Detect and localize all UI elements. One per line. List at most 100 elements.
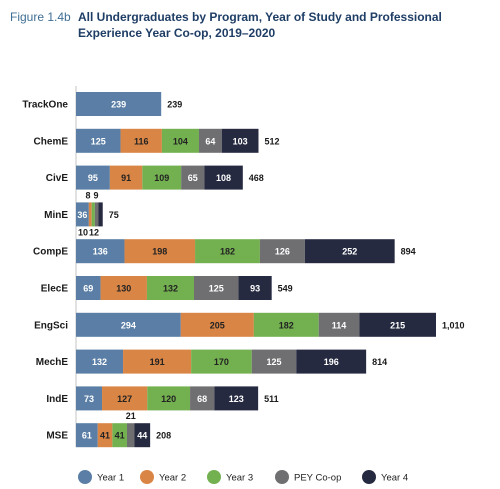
figure-title: All Undergraduates by Program, Year of S… — [78, 10, 442, 40]
value-label-inde-year-2: 127 — [117, 394, 132, 404]
value-label-compe-pey-co-op: 126 — [275, 247, 290, 257]
legend: Year 1 Year 2 Year 3 PEY Co-op Year 4 — [78, 470, 408, 484]
value-label-engsci-year-3: 182 — [279, 320, 294, 330]
value-label-meche-year-2: 191 — [150, 357, 165, 367]
total-label-engsci: 1,010 — [442, 320, 465, 330]
bar-compe-year-4 — [304, 239, 395, 264]
value-label-elece-year-3: 132 — [163, 284, 178, 294]
bar-inde-year-3 — [147, 386, 191, 411]
value-label-elece-year-1: 69 — [83, 284, 93, 294]
value-label-mse-year-1: 61 — [82, 431, 92, 441]
legend-label-year-3: Year 3 — [226, 473, 253, 484]
value-label-cheme-pey-co-op: 64 — [205, 136, 215, 146]
value-label-cive-year-4: 108 — [216, 173, 231, 183]
value-label-inde-pey-co-op: 68 — [197, 394, 207, 404]
bar-cive-year-1 — [76, 165, 110, 190]
bar-inde-year-4 — [214, 386, 259, 411]
bar-elece-pey-co-op — [193, 276, 239, 300]
bar-mse-year-2 — [97, 423, 113, 448]
bar-engsci-year-3 — [253, 312, 319, 337]
bar-engsci-year-2 — [180, 312, 254, 337]
value-label-cive-pey-co-op: 65 — [188, 173, 198, 183]
bar-compe-year-1 — [76, 239, 125, 264]
value-label-mse-year-2: 41 — [100, 431, 110, 441]
total-label-mse: 208 — [156, 431, 171, 441]
value-label-meche-year-3: 170 — [214, 357, 229, 367]
bar-meche-year-1 — [76, 349, 124, 374]
value-label-cheme-year-4: 103 — [233, 136, 248, 146]
total-label-elece: 549 — [278, 284, 293, 294]
bar-cive-year-3 — [142, 165, 182, 190]
bar-inde-year-2 — [102, 386, 148, 411]
bar-meche-pey-co-op — [251, 349, 297, 374]
bar-cive-year-4 — [204, 165, 243, 190]
value-label-cive-year-1: 95 — [88, 173, 98, 183]
bar-mine-year-2 — [88, 202, 92, 227]
legend-label-year-4: Year 4 — [381, 473, 408, 484]
category-label-meche: MechE — [36, 357, 69, 368]
value-label-compe-year-2: 198 — [152, 247, 167, 257]
legend-label-pey-co-op: PEY Co-op — [294, 473, 341, 484]
category-label-mine: MinE — [44, 210, 68, 221]
bar-cheme-year-2 — [120, 128, 162, 153]
value-label-inde-year-3: 120 — [161, 394, 176, 404]
legend-swatch-pey-co-op — [275, 470, 289, 484]
bar-mine-year-3 — [91, 202, 95, 227]
value-label-trackone-year-1: 239 — [111, 100, 126, 110]
bar-cive-year-2 — [109, 165, 143, 190]
legend-swatch-year-3 — [207, 470, 221, 484]
bar-compe-year-3 — [195, 239, 260, 264]
bar-mse-pey-co-op — [126, 423, 135, 448]
bar-engsci-year-4 — [359, 312, 436, 337]
total-label-cive: 468 — [249, 173, 264, 183]
bar-mse-year-4 — [134, 423, 151, 448]
value-label-compe-year-4: 252 — [342, 247, 357, 257]
category-label-cive: CivE — [46, 173, 69, 184]
value-label-elece-year-4: 93 — [250, 284, 260, 294]
value-label-mse-year-4: 44 — [137, 431, 147, 441]
value-label-inde-year-4: 123 — [229, 394, 244, 404]
category-label-elece: ElecE — [41, 284, 69, 295]
value-label-elece-year-2: 130 — [116, 284, 131, 294]
figure-number: Figure 1.4b — [10, 10, 71, 24]
bar-elece-year-4 — [238, 276, 272, 300]
bar-cheme-year-1 — [76, 128, 121, 153]
value-label-cheme-year-3: 104 — [173, 136, 188, 146]
bar-meche-year-4 — [296, 349, 367, 374]
value-label-mse-year-3: 41 — [115, 431, 125, 441]
value-label-engsci-year-4: 215 — [390, 320, 405, 330]
bar-meche-year-3 — [191, 349, 252, 374]
bar-mine-year-1 — [76, 202, 89, 227]
value-label-meche-year-1: 132 — [92, 357, 107, 367]
bars-layer: TrackOne 239 239 ChemE 125 116 104 64 103 512 CivE… — [22, 92, 465, 448]
value-label-engsci-year-2: 205 — [210, 320, 225, 330]
category-label-trackone: TrackOne — [22, 100, 68, 111]
value-label-mine-year-1: 36 — [77, 210, 87, 220]
value-label-mine-year-4: 12 — [89, 227, 99, 237]
bar-elece-year-2 — [100, 276, 147, 300]
value-label-meche-pey-co-op: 125 — [266, 357, 281, 367]
legend-swatch-year-2 — [140, 470, 154, 484]
bar-cheme-pey-co-op — [198, 128, 222, 153]
category-label-mse: MSE — [46, 431, 68, 442]
bar-engsci-pey-co-op — [318, 312, 360, 337]
total-label-meche: 814 — [372, 357, 387, 367]
legend-swatch-year-1 — [78, 470, 92, 484]
legend-label-year-1: Year 1 — [97, 473, 124, 484]
bar-cheme-year-3 — [161, 128, 199, 153]
value-label-engsci-year-1: 294 — [121, 320, 136, 330]
category-label-cheme: ChemE — [34, 136, 69, 147]
total-label-compe: 894 — [401, 247, 416, 257]
bar-mine-pey-co-op — [94, 202, 99, 227]
category-label-compe: CompE — [33, 247, 68, 258]
value-label-mine-year-2: 8 — [85, 190, 90, 200]
value-label-inde-year-1: 73 — [84, 394, 94, 404]
value-label-engsci-pey-co-op: 114 — [332, 320, 347, 330]
bar-meche-year-2 — [123, 349, 192, 374]
bar-mse-year-1 — [76, 423, 98, 448]
value-label-mse-pey-co-op: 21 — [126, 411, 136, 421]
total-label-trackone: 239 — [167, 100, 182, 110]
legend-label-year-2: Year 2 — [159, 473, 186, 484]
value-label-elece-pey-co-op: 125 — [209, 284, 224, 294]
